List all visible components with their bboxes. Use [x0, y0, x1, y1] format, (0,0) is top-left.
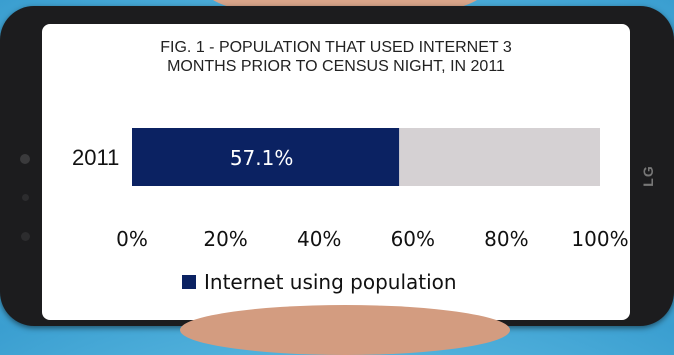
- chart-legend: Internet using population: [182, 270, 457, 294]
- phone-screen: FIG. 1 - POPULATION THAT USED INTERNET 3…: [42, 24, 630, 320]
- x-tick-label: 0%: [116, 227, 148, 251]
- chart-title-line-1: FIG. 1 - POPULATION THAT USED INTERNET 3: [160, 39, 512, 56]
- sensor-icon: [21, 232, 30, 241]
- category-label: 2011: [72, 145, 119, 170]
- lg-logo: LG: [640, 165, 656, 187]
- bar-chart: 2011 57.1% 0% 20% 40% 60% 80% 100%: [72, 128, 629, 251]
- bar-internet-users: [132, 128, 400, 186]
- phone-frame: LG FIG. 1 - POPULATION THAT USED INTERNE…: [0, 6, 674, 326]
- chart-title-line-2: MONTHS PRIOR TO CENSUS NIGHT, IN 2011: [167, 58, 505, 75]
- x-tick-label: 40%: [297, 227, 341, 251]
- x-tick-label: 60%: [391, 227, 435, 251]
- hand-bottom: [180, 305, 510, 355]
- bar-remainder: [399, 128, 600, 186]
- data-label: 57.1%: [230, 146, 294, 170]
- x-tick-label: 100%: [571, 227, 628, 251]
- x-tick-label: 20%: [203, 227, 247, 251]
- speaker-icon: [22, 194, 29, 201]
- front-camera-icon: [20, 154, 30, 164]
- legend-label: Internet using population: [204, 270, 457, 294]
- x-tick-label: 80%: [484, 227, 528, 251]
- chart-title: FIG. 1 - POPULATION THAT USED INTERNET 3…: [42, 38, 630, 76]
- legend-swatch: [182, 275, 196, 289]
